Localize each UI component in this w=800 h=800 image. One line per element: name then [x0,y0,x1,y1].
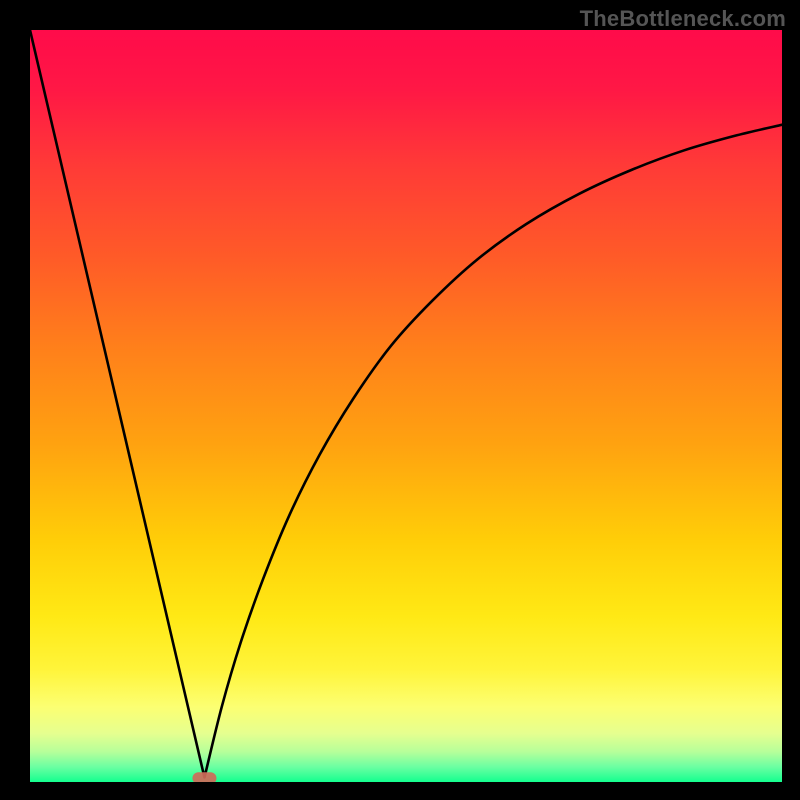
watermark-text: TheBottleneck.com [580,6,786,32]
bottleneck-chart [30,30,782,782]
plot-background [30,30,782,782]
minimum-marker [192,772,216,782]
chart-frame: TheBottleneck.com [0,0,800,800]
